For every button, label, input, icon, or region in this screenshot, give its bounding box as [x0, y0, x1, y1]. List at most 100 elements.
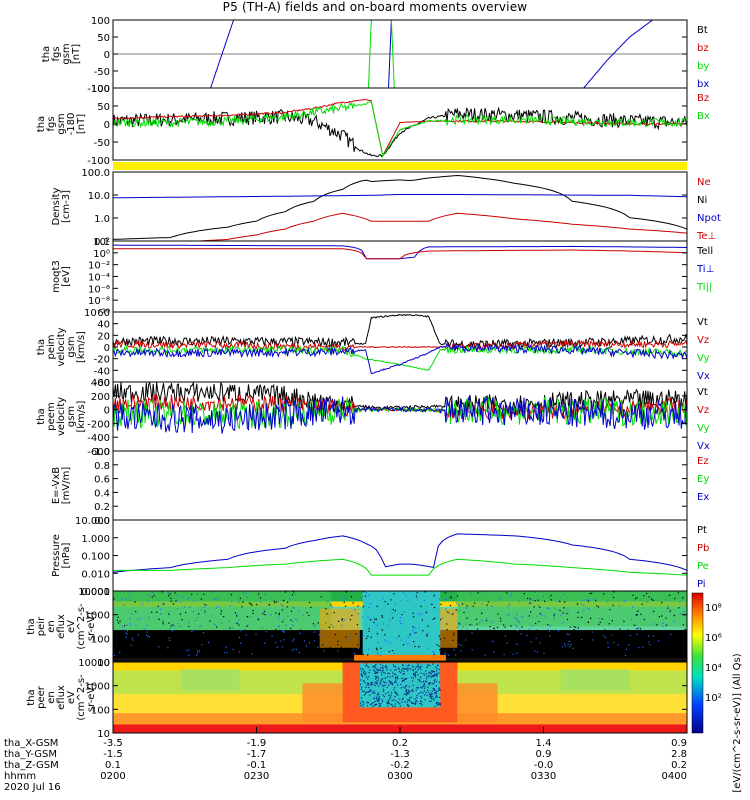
panel-fgs: 100 50 0 -50 -100 tha fgs gsm [nT] Bt bz by bx [41, 16, 709, 95]
footer-value: 0200 [100, 771, 125, 782]
series-fgs_dsl-bx-2 [113, 99, 687, 158]
ylabel-vel_e: [km/s] [76, 400, 87, 432]
ylabel-vel_i: [km/s] [76, 331, 87, 363]
ytick-label: 0.001 [81, 587, 110, 598]
ylabel-peer: sr-eV) [86, 683, 97, 712]
ytick-label: -600 [87, 447, 110, 458]
legend-bz: Bz [697, 93, 709, 104]
footer-value: -0.1 [247, 760, 267, 771]
ylabel-fgs_dsl: gsm [56, 113, 67, 134]
ylabel-peer: eflux [56, 685, 67, 710]
footer-row-label: tha_X-GSM [4, 738, 58, 749]
ytick-label: 0.2 [94, 502, 110, 513]
legend-by: by [697, 61, 709, 72]
ytick-label: -200 [87, 419, 110, 430]
legend-bx: bx [697, 79, 709, 90]
footer-value: 0230 [244, 771, 269, 782]
series-vel_i-vy-2 [113, 344, 687, 371]
colorbar-tick: 10⁶ [705, 633, 722, 644]
footer-value: -1.5 [103, 749, 123, 760]
ytick-label: 0.8 [94, 461, 110, 472]
panel-peir: 10000 1000 100 10 tha peir en eflux eV (cm^2-s-sr… [26, 587, 688, 669]
footer-date: 2020 Jul 16 [4, 782, 61, 793]
ylabel-vel_e: velocity [56, 397, 67, 436]
ytick-label: 1.000 [81, 534, 110, 545]
footer-row-label: tha_Z-GSM [4, 760, 59, 771]
legend-ez: Ez [697, 456, 709, 467]
legend-bt: Bt [697, 25, 708, 36]
series-pressure-pi-0 [113, 533, 687, 573]
ylabel-peir: en [46, 620, 57, 633]
ytick-label: 100 [91, 84, 110, 95]
ytick-label: 10⁰ [93, 249, 110, 260]
panel-efield: 1.0 0.8 0.6 0.4 0.2 0.0 E=-VxB [mV/m] Ez Ey Ex [51, 447, 709, 527]
ylabel-peir: eV [66, 620, 77, 633]
ylabel-efield: E=-VxB [51, 467, 62, 504]
ylabel-density: Density [51, 187, 62, 225]
legend-ey: Ey [697, 474, 709, 485]
series-moqt-ti-0 [113, 244, 687, 260]
series-fgs-bx-2 [583, 20, 653, 88]
ytick-label: 10000 [78, 658, 110, 669]
footer-value: 0.9 [671, 738, 687, 749]
legend-pb: Pb [697, 543, 709, 554]
legend-vx: Vx [697, 371, 710, 382]
ytick-label: 10.000 [75, 516, 110, 527]
ytick-label: -100 [87, 156, 110, 167]
legend-ti⊥: Ti⊥ [696, 264, 714, 275]
footer-value: 0330 [531, 771, 556, 782]
ytick-label: 10.0 [88, 191, 110, 202]
panel-pressure: 10.000 1.000 0.100 0.010 0.001 Pressure [nPa] P… [51, 516, 709, 598]
footer-value: -1.9 [247, 738, 267, 749]
legend-vt: Vt [697, 387, 708, 398]
legend-ne: Ne [697, 177, 711, 188]
colorbar: 10⁸ 10⁶ 10⁴ 10² [eV/(cm^2-s-sr-eV)] (All Qs) [691, 592, 743, 793]
ytick-label: -60 [94, 378, 110, 389]
ytick-label: -50 [94, 138, 110, 149]
legend-pe: Pe [697, 561, 709, 572]
ytick-label: 50 [97, 102, 110, 113]
ylabel-peer: peer [36, 685, 47, 709]
ytick-label: 0.4 [94, 488, 110, 499]
ylabel-density: [cm-3] [61, 190, 72, 223]
legend-te⊥: Te⊥ [696, 231, 716, 242]
series-density-ni-0 [113, 174, 687, 240]
ytick-label: 50 [97, 33, 110, 44]
series-fgs-bx-1 [388, 20, 392, 88]
legend-npot: Npot [697, 213, 721, 224]
footer-value: -0.0 [534, 760, 554, 771]
ylabel-fgs_dsl: fgs [46, 116, 57, 131]
ytick-label: 20 [97, 331, 110, 342]
ylabel-fgs_dsl: tha [36, 116, 47, 132]
spectrogram-peer [113, 662, 687, 733]
ylabel-peer: tha [26, 689, 37, 705]
ylabel-pressure: Pressure [51, 534, 62, 577]
legend-pi: Pi [697, 579, 706, 590]
panel-fgs_dsl: 100 50 0 -50 -100 tha fgs gsm -180 [nT] Bz Bx [36, 84, 710, 167]
ylabel-peir: peir [36, 616, 47, 636]
ytick-label: -400 [87, 433, 110, 444]
page-title: P5 (TH-A) fields and on-board moments ov… [222, 0, 528, 14]
ytick-label: 10⁻⁴ [88, 273, 110, 284]
ylabel-fgs: tha [41, 46, 52, 62]
ylabel-fgs_dsl: [nT] [76, 114, 87, 134]
ylabel-vel_e: gsm [66, 406, 77, 427]
ylabel-vel_i: gsm [66, 336, 77, 357]
ytick-label: 100 [91, 634, 110, 645]
ytick-label: 10⁻² [88, 261, 110, 272]
ytick-label: 1000 [85, 682, 110, 693]
ylabel-vel_i: peim [46, 334, 57, 359]
footer-value: 0.1 [105, 760, 121, 771]
ylabel-peir: sr-eV) [86, 612, 97, 641]
ytick-label: 0 [104, 406, 110, 417]
ytick-label: 10 [97, 729, 110, 740]
legend-vy: Vy [697, 353, 710, 364]
series-vel_i-vx-3 [113, 341, 687, 374]
ytick-label: 10000 [78, 587, 110, 598]
ytick-label: 200 [91, 392, 110, 403]
ytick-label: 10⁻⁸ [88, 296, 110, 307]
ytick-label: 100 [91, 16, 110, 27]
panel-frame [112, 240, 688, 313]
